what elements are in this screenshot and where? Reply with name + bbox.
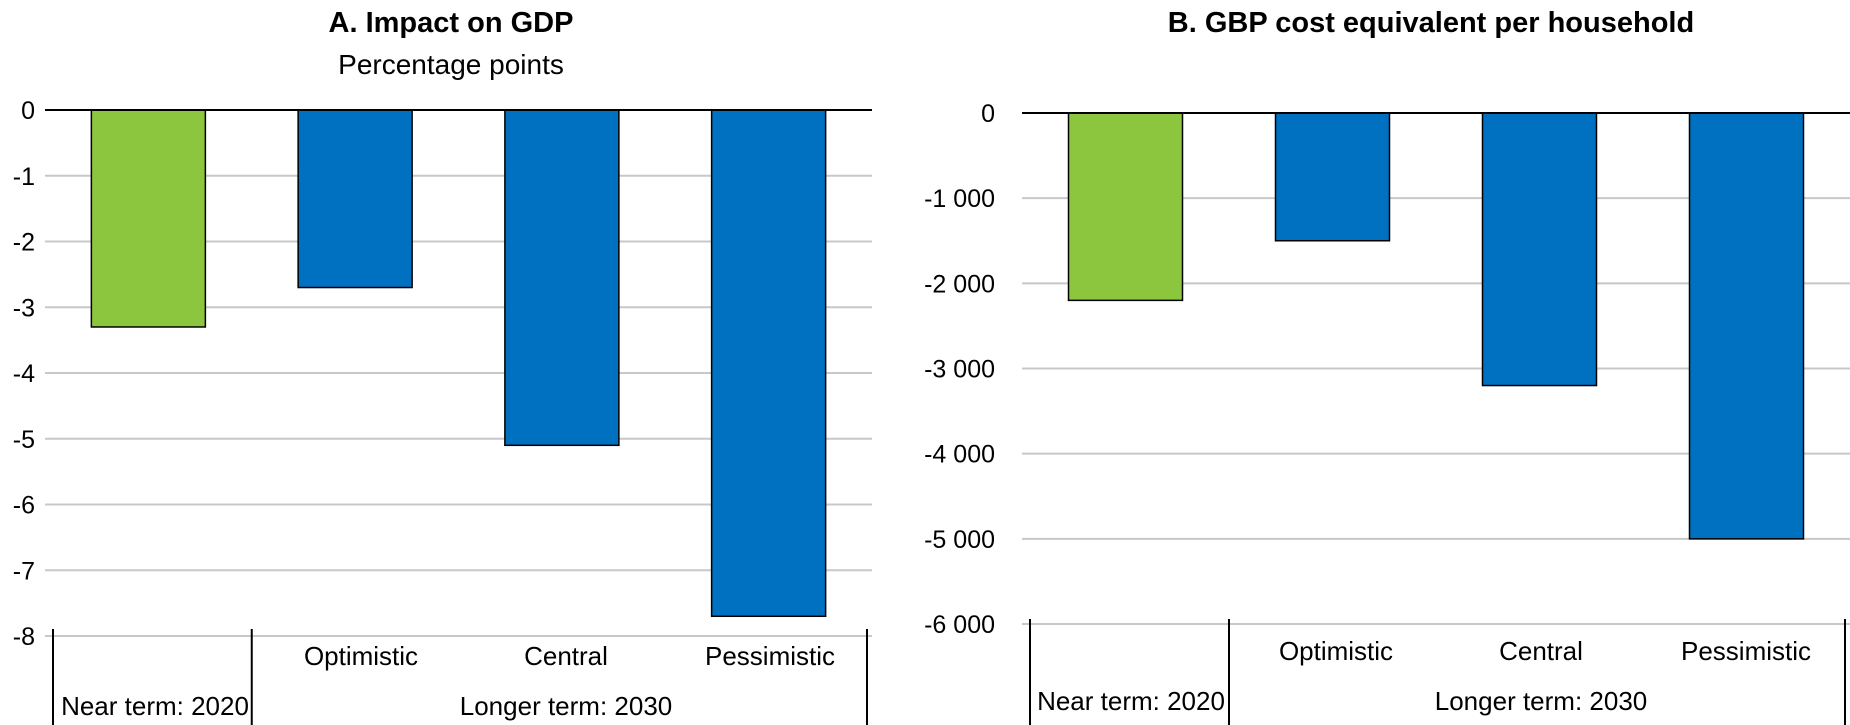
panel-a-y-tick-label: -2 (13, 229, 35, 257)
panel-b-y-tick-label: -3 000 (924, 356, 995, 384)
panel-a-y-tick-label: -1 (13, 163, 35, 191)
panel-b-y-tick-label: -6 000 (924, 611, 995, 639)
panel-a-bar-0 (90, 109, 207, 328)
panel-b-category-central: Central (1499, 636, 1583, 666)
panel-a-group-near-term: Near term: 2020 (61, 691, 249, 721)
panel-b-y-tick-label: -5 000 (924, 526, 995, 554)
panel-b-group-longer-term: Longer term: 2030 (1435, 686, 1647, 716)
panel-a-category-central: Central (524, 641, 608, 671)
panel-a-bar-3 (710, 109, 827, 618)
panel-a-y-tick-label: -8 (13, 623, 35, 651)
panel-b-bar-3 (1688, 112, 1805, 540)
panel-a: A. Impact on GDP Percentage points 0 -1 -2… (13, 7, 872, 725)
panel-a-group-longer-term: Longer term: 2030 (460, 691, 672, 721)
panel-a-y-tick-label: -7 (13, 557, 35, 585)
panel-b-bar-2 (1481, 112, 1598, 387)
panel-b-bar-1 (1274, 112, 1391, 242)
panel-b-title: B. GBP cost equivalent per household (1168, 7, 1694, 39)
panel-a-category-pessimistic: Pessimistic (705, 641, 835, 671)
panel-a-y-tick-label: -5 (13, 426, 35, 454)
panel-a-y-tick-label: 0 (21, 97, 35, 125)
panel-a-y-tick-label: -4 (13, 360, 35, 388)
panel-a-y-tick-label: -6 (13, 492, 35, 520)
panel-b: B. GBP cost equivalent per household 0 -1… (924, 7, 1850, 725)
panel-b-group-near-term: Near term: 2020 (1037, 686, 1225, 716)
panel-a-category-optimistic: Optimistic (304, 641, 418, 671)
panel-b-category-optimistic: Optimistic (1279, 636, 1393, 666)
panel-b-y-tick-label: -1 000 (924, 185, 995, 213)
panel-b-y-tick-label: -2 000 (924, 270, 995, 298)
panel-b-y-tick-label: -4 000 (924, 441, 995, 469)
panel-a-subtitle: Percentage points (338, 49, 564, 80)
panel-a-bar-2 (504, 109, 620, 447)
panel-a-title: A. Impact on GDP (329, 7, 574, 39)
panel-a-bar-1 (297, 109, 413, 289)
panel-b-category-pessimistic: Pessimistic (1681, 636, 1811, 666)
panel-a-y-tick-label: -3 (13, 294, 35, 322)
panel-b-bar-0 (1067, 112, 1184, 302)
panel-b-y-tick-label: 0 (981, 100, 995, 128)
